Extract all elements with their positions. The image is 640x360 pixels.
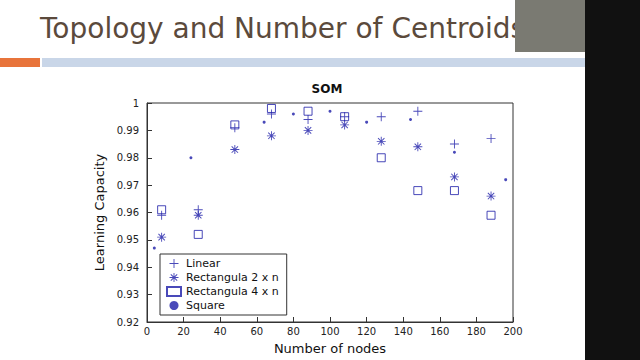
svg-text:SOM: SOM [312, 82, 343, 96]
html-text:Topology and Number of Centroi: Topology and Number of Centroids [40, 12, 526, 45]
svg-text:40: 40 [214, 326, 227, 337]
svg-text:100: 100 [320, 326, 339, 337]
svg-text:20: 20 [177, 326, 190, 337]
svg-text:0.95: 0.95 [117, 234, 139, 245]
svg-text:160: 160 [430, 326, 449, 337]
svg-text:Rectangula 2 x n: Rectangula 2 x n [186, 271, 279, 284]
svg-text:120: 120 [357, 326, 376, 337]
svg-text:0.92: 0.92 [117, 317, 139, 328]
svg-text:Square: Square [186, 299, 225, 312]
svg-text:Learning Capacity: Learning Capacity [92, 154, 107, 272]
svg-text:0.96: 0.96 [117, 207, 139, 218]
svg-text:0.94: 0.94 [117, 262, 139, 273]
svg-text:60: 60 [250, 326, 263, 337]
svg-text:180: 180 [467, 326, 486, 337]
svg-text:200: 200 [503, 326, 522, 337]
svg-text:80: 80 [287, 326, 300, 337]
svg-text:140: 140 [394, 326, 413, 337]
svg-text:0.97: 0.97 [117, 180, 139, 191]
svg-text:0.93: 0.93 [117, 289, 139, 300]
svg-text:Linear: Linear [186, 257, 221, 270]
svg-text:0.99: 0.99 [117, 125, 139, 136]
svg-text:Number of nodes: Number of nodes [274, 341, 386, 356]
svg-text:0: 0 [144, 326, 150, 337]
svg-text:1: 1 [133, 98, 139, 109]
svg-text:0.98: 0.98 [117, 152, 139, 163]
svg-text:Rectangula 4 x n: Rectangula 4 x n [186, 285, 279, 298]
